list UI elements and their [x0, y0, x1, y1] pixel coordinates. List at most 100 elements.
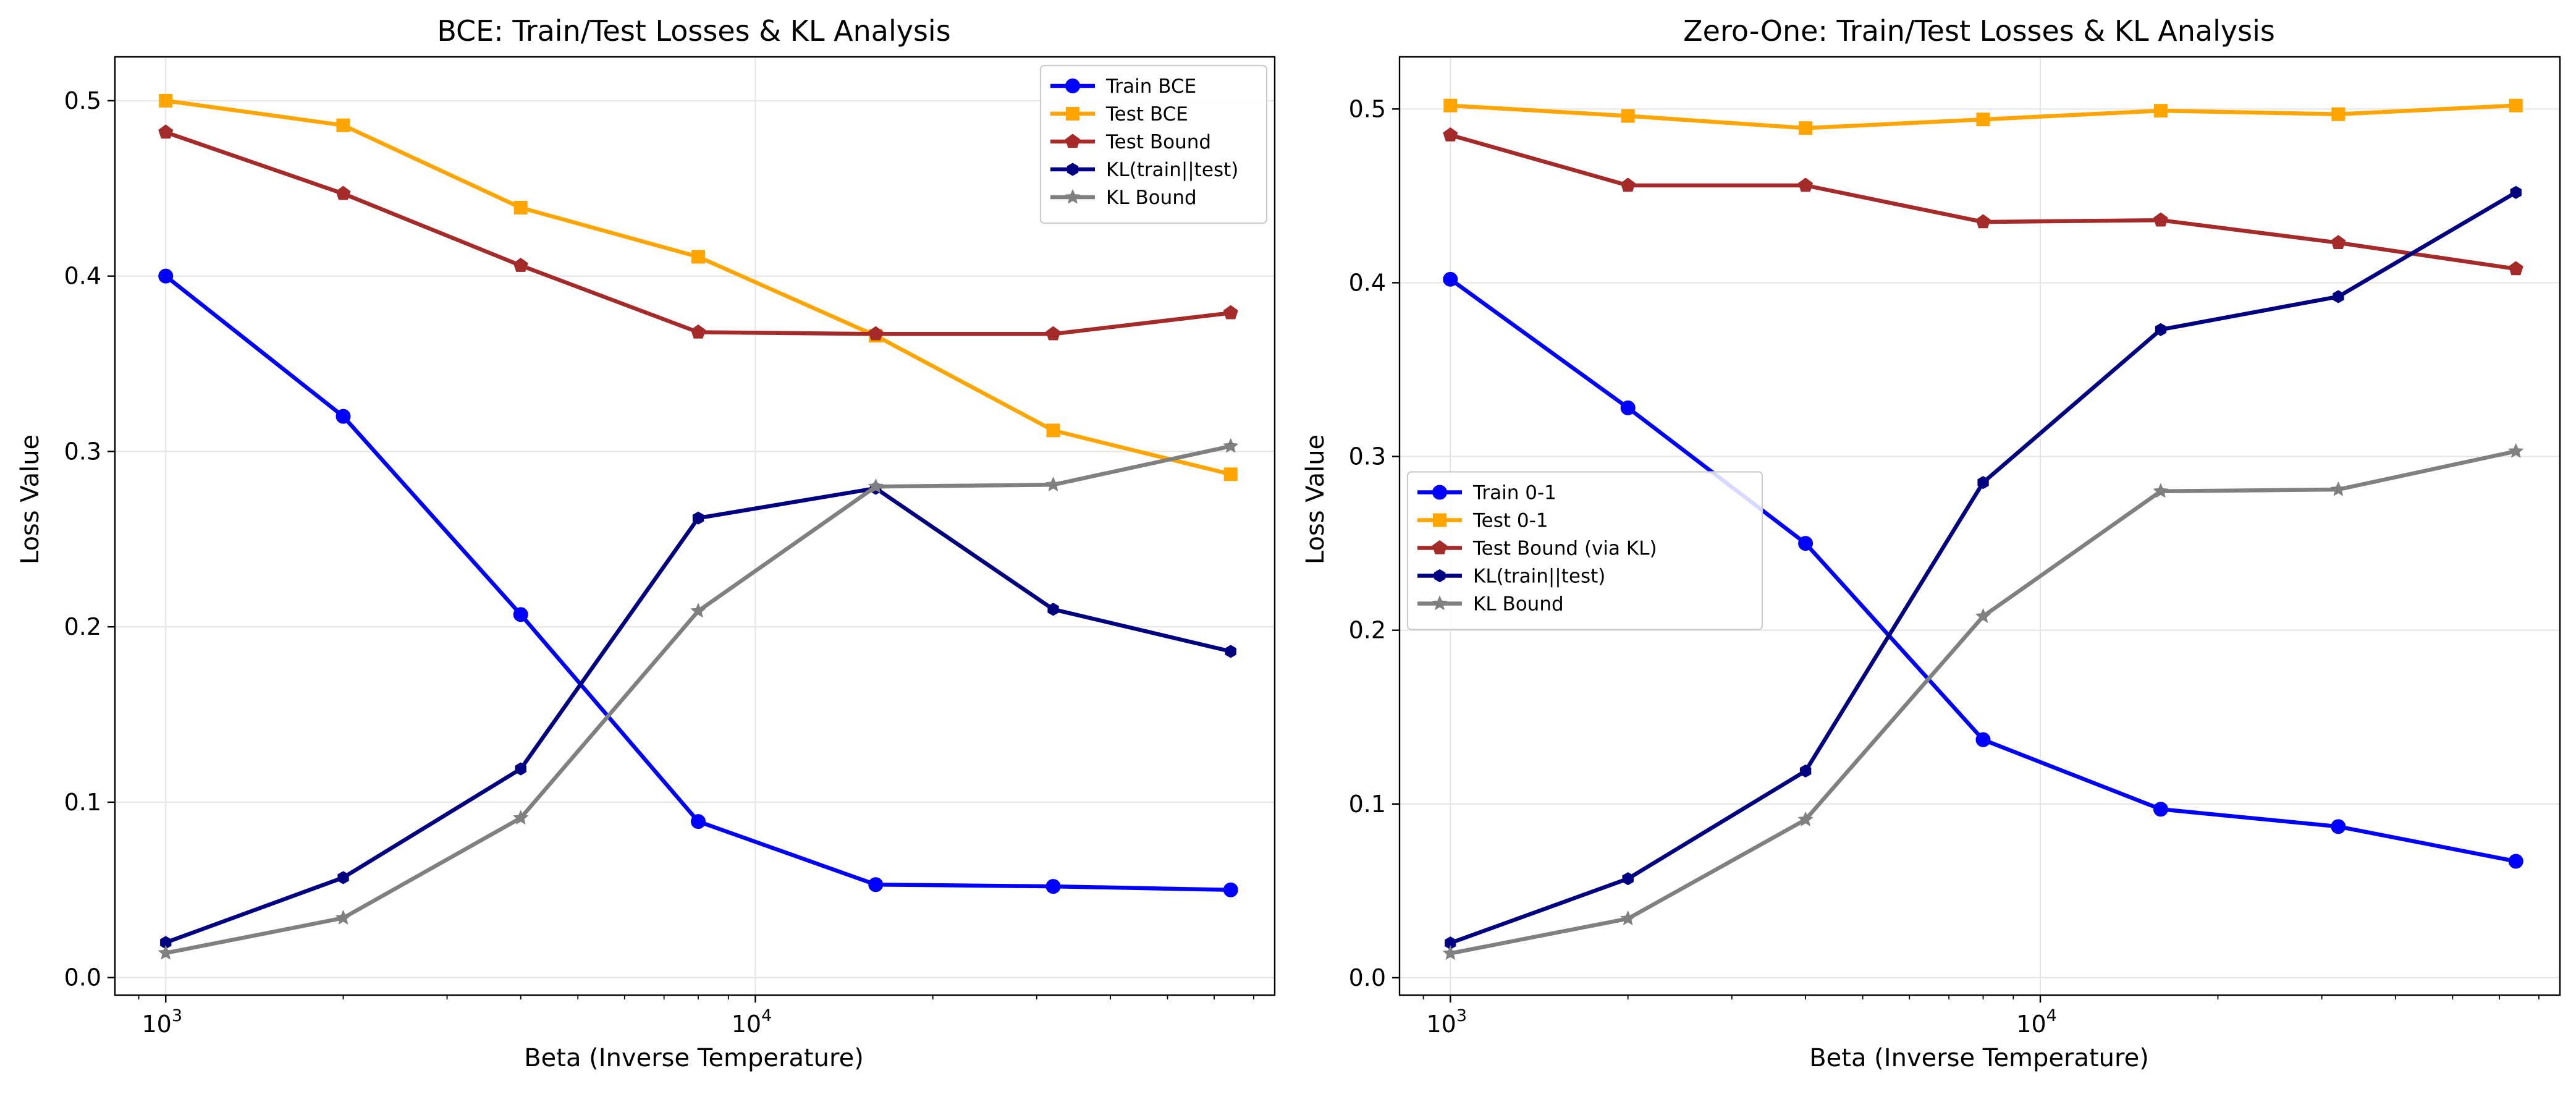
- legend-label: Train BCE: [1105, 75, 1196, 98]
- x-tick-label: 103: [1427, 1006, 1467, 1038]
- legend-marker: [1066, 163, 1079, 176]
- legend-item: Test Bound (via KL): [1417, 538, 1657, 560]
- y-tick-label: 0.3: [1349, 443, 1386, 470]
- legend-label: Test Bound: [1105, 131, 1211, 153]
- data-point: [2153, 483, 2169, 498]
- x-axis-label: Beta (Inverse Temperature): [1809, 1044, 2149, 1072]
- legend-item: KL(train||test): [1050, 159, 1238, 181]
- data-point: [2153, 212, 2168, 227]
- data-point: [159, 93, 173, 108]
- y-axis-ticks: 0.0 0.1 0.2 0.3 0.4 0.5: [64, 87, 115, 991]
- legend-label: Test BCE: [1105, 103, 1188, 125]
- y-tick-label: 0.5: [64, 87, 101, 114]
- data-point: [1799, 764, 1812, 778]
- plot-frame: [1398, 56, 2561, 996]
- data-point: [691, 250, 706, 264]
- y-tick-label: 0.1: [64, 789, 101, 816]
- legend-item: Train BCE: [1050, 75, 1196, 98]
- y-axis-ticks: 0.0 0.1 0.2 0.3 0.4 0.5: [1349, 95, 1400, 991]
- y-tick-label: 0.4: [64, 263, 101, 290]
- data-point: [1798, 536, 1814, 551]
- legend-label: Test Bound (via KL): [1472, 538, 1657, 560]
- data-point: [1443, 271, 1458, 287]
- data-point: [1622, 872, 1634, 886]
- legend-box: [1039, 64, 1268, 224]
- data-point: [1620, 910, 1636, 926]
- legend-item: KL Bound: [1417, 593, 1564, 616]
- legend: Train BCE Test BCE Test Bound KL(train||tes…: [1039, 64, 1268, 224]
- y-tick-label: 0.5: [1349, 95, 1386, 122]
- data-point: [335, 909, 352, 925]
- data-point: [2508, 261, 2523, 276]
- data-point: [2509, 98, 2523, 112]
- data-point: [1047, 603, 1059, 616]
- legend-marker: [1065, 189, 1081, 204]
- series-4: [1445, 185, 2522, 950]
- data-point: [1045, 879, 1061, 894]
- data-point: [2331, 235, 2346, 249]
- legend-marker: [1432, 485, 1447, 500]
- data-point: [868, 478, 884, 493]
- series-line: [163, 274, 1233, 893]
- y-tick-label: 0.4: [1349, 269, 1386, 296]
- x-axis-ticks: 103 104: [1422, 995, 2540, 1038]
- data-point: [336, 185, 351, 200]
- legend-box: [1406, 471, 1763, 630]
- data-point: [868, 877, 884, 893]
- data-point: [513, 257, 528, 272]
- legend-item: Test Bound: [1050, 131, 1211, 153]
- data-point: [2153, 802, 2168, 817]
- legend-item: Test 0-1: [1417, 510, 1548, 532]
- data-point: [336, 118, 350, 132]
- data-point: [1620, 177, 1636, 192]
- x-tick-label: 104: [2016, 1006, 2057, 1038]
- legend-label: KL Bound: [1473, 593, 1564, 616]
- data-point: [1223, 438, 1239, 453]
- data-point: [691, 814, 706, 829]
- y-axis-label: Loss Value: [1301, 435, 1330, 564]
- y-tick-label: 0.1: [1349, 791, 1386, 818]
- y-axis-label: Loss Value: [16, 435, 44, 564]
- data-point: [158, 944, 174, 960]
- legend-item: KL(train||test): [1417, 566, 1605, 588]
- grid: [115, 57, 1275, 995]
- data-point: [336, 409, 351, 424]
- data-point: [1620, 400, 1636, 415]
- data-point: [2508, 443, 2524, 458]
- y-tick-label: 0.3: [64, 438, 101, 465]
- legend-marker: [1065, 78, 1080, 93]
- data-point: [1046, 423, 1060, 438]
- data-point: [2508, 854, 2523, 869]
- data-point: [1975, 732, 1991, 747]
- legend-marker: [1432, 540, 1447, 554]
- legend-label: Train 0-1: [1472, 482, 1556, 504]
- data-point: [1797, 811, 1814, 826]
- legend-marker: [1065, 134, 1080, 148]
- legend-item: Test BCE: [1050, 103, 1188, 125]
- series-1: [158, 268, 1238, 897]
- data-point: [2510, 185, 2522, 199]
- series-2: [159, 93, 1238, 481]
- series-5: [1442, 443, 2524, 960]
- legend-marker: [1432, 595, 1448, 611]
- data-point: [158, 124, 174, 139]
- legend-label: KL Bound: [1106, 187, 1197, 209]
- data-point: [1799, 121, 1813, 135]
- legend-label: KL(train||test): [1106, 159, 1238, 181]
- legend-marker: [1433, 513, 1446, 527]
- chart-title: BCE: Train/Test Losses & KL Analysis: [437, 14, 950, 48]
- chart-panel-zero-one: Zero-One: Train/Test Losses & KL Analysi…: [1301, 14, 2561, 1072]
- data-point: [513, 201, 528, 215]
- data-point: [1223, 305, 1238, 320]
- legend-marker: [1066, 107, 1079, 121]
- series-2: [1443, 98, 2523, 135]
- y-tick-label: 0.0: [64, 964, 101, 991]
- series-5: [158, 438, 1239, 960]
- data-point: [1798, 177, 1814, 192]
- data-point: [1976, 112, 1990, 127]
- data-point: [1975, 214, 1991, 229]
- data-point: [1045, 477, 1062, 492]
- x-axis-ticks: 103 104: [138, 995, 1254, 1038]
- data-point: [1977, 476, 1989, 490]
